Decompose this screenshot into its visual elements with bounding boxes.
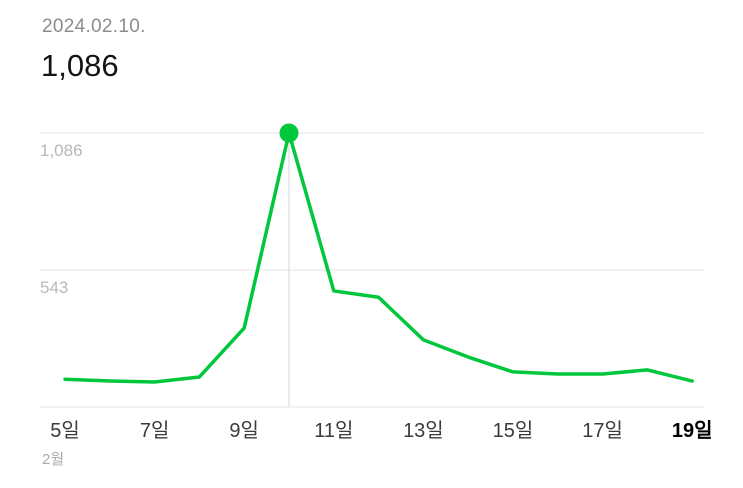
x-axis-tick-label[interactable]: 19일 (671, 420, 713, 442)
x-axis-tick-label[interactable]: 13일 (403, 420, 444, 442)
x-axis-tick-label[interactable]: 15일 (492, 420, 534, 442)
x-axis-tick-label[interactable]: 17일 (582, 420, 623, 442)
month-label: 2월 (42, 451, 65, 468)
selected-point-dot[interactable] (279, 123, 299, 143)
x-axis-tick-label[interactable]: 5일 (50, 420, 80, 442)
data-line (63, 131, 694, 384)
selected-date-label: 2024.02.10. (42, 16, 146, 37)
visitor-count-value: 1,086 (41, 48, 119, 83)
x-axis-tick-label[interactable]: 7일 (139, 420, 170, 442)
x-axis-tick-label[interactable]: 11일 (314, 420, 354, 442)
x-axis-tick-label[interactable]: 9일 (229, 420, 259, 442)
